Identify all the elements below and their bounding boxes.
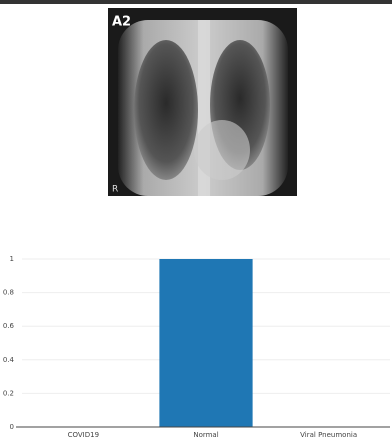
- page: A2 R 0 0.2 0.4 0.6 0.8 1 COVID19 Normal Viral Pn…: [0, 0, 392, 441]
- bar: [159, 259, 252, 427]
- image-label: A2: [112, 15, 131, 30]
- y-tick-label: 0: [10, 423, 14, 431]
- y-tick-label: 0.4: [3, 356, 15, 364]
- x-tick-label: COVID19: [68, 431, 99, 439]
- y-tick-label: 1: [10, 255, 14, 263]
- y-tick-label: 0.6: [3, 322, 15, 330]
- bar-chart: 0 0.2 0.4 0.6 0.8 1 COVID19 Normal Viral Pneumon…: [3, 255, 390, 439]
- x-tick-label: Viral Pneumonia: [300, 431, 357, 439]
- y-tick-label: 0.2: [3, 389, 14, 397]
- x-tick-label: Normal: [193, 431, 218, 439]
- image-label: R: [112, 185, 118, 195]
- y-tick-label: 0.8: [3, 289, 14, 297]
- top-bar: [0, 0, 392, 4]
- screen: A2 R 0 0.2 0.4 0.6 0.8 1 COVID19 Normal Viral Pn…: [0, 0, 392, 441]
- xray-image: A2 R: [108, 8, 297, 196]
